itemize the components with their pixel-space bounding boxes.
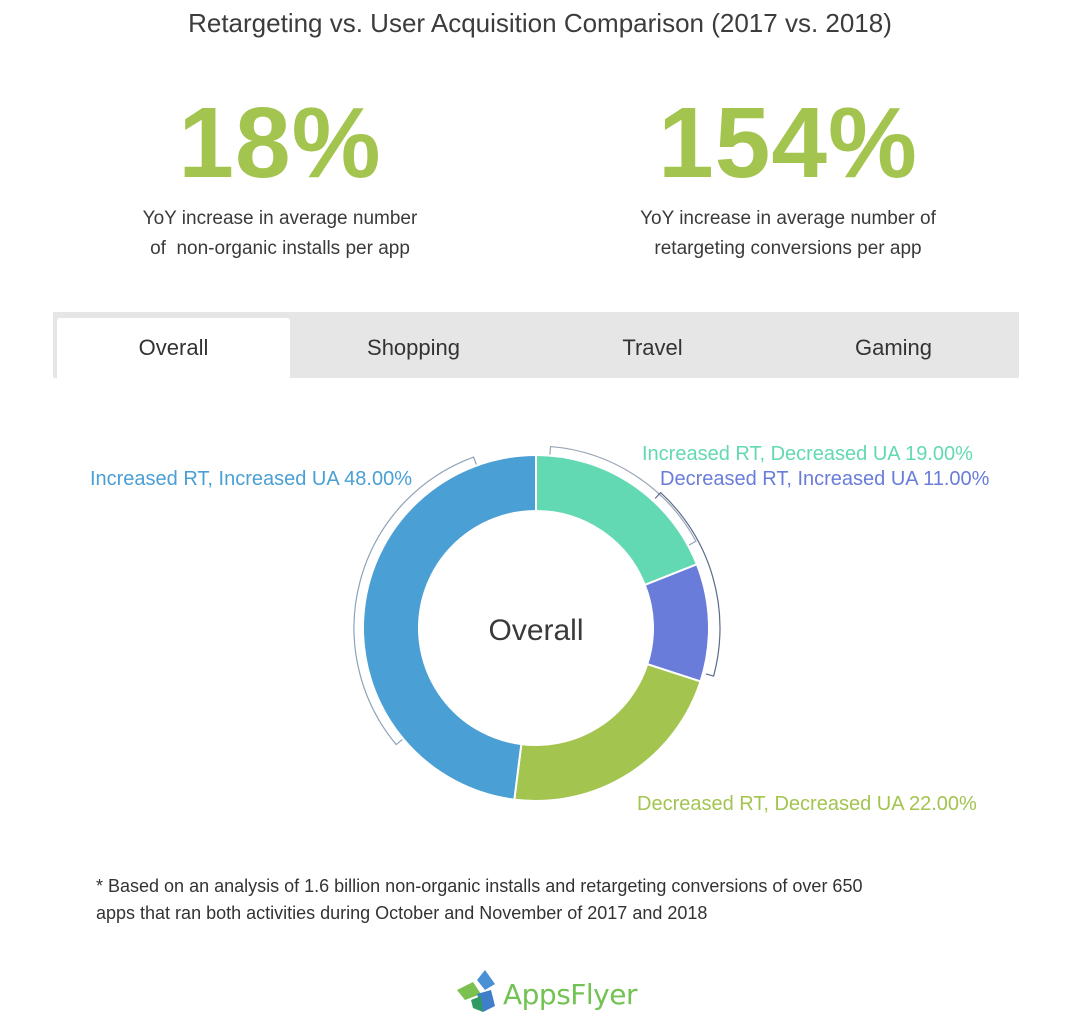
stat-value: 18% (178, 87, 382, 199)
appsflyer-logo: AppsFlyer (455, 968, 637, 1014)
category-tabs: Overall Shopping Travel Gaming (53, 312, 1019, 378)
slice-label: Increased RT, Decreased UA 19.00% (642, 443, 973, 465)
donut-slice[interactable] (643, 563, 710, 683)
appsflyer-logo-icon (457, 970, 495, 1012)
donut-center-label: Overall (488, 614, 583, 647)
slice-label: Increased RT, Increased UA 48.00% (90, 468, 412, 490)
tab-gaming[interactable]: Gaming (855, 335, 933, 360)
footnote-line: * Based on an analysis of 1.6 billion no… (96, 876, 863, 896)
slice-label-leader (549, 445, 697, 546)
footnote-line: apps that ran both activities during Oct… (96, 903, 708, 923)
stat-desc-line: of non-organic installs per app (150, 238, 410, 259)
stat-installs: 18% YoY increase in average number of no… (60, 88, 500, 264)
donut-slice[interactable] (513, 662, 702, 802)
footnote: * Based on an analysis of 1.6 billion no… (96, 873, 996, 927)
tab-shopping[interactable]: Shopping (367, 335, 460, 360)
slice-label: Decreased RT, Increased UA 11.00% (660, 468, 990, 490)
stat-description: YoY increase in average number of retarg… (568, 204, 1008, 264)
page-title: Retargeting vs. User Acquisition Compari… (188, 8, 892, 38)
slice-label: Decreased RT, Decreased UA 22.00% (637, 793, 977, 815)
donut-slice[interactable] (361, 453, 537, 801)
logo-wordmark: AppsFlyer (503, 978, 637, 1011)
slice-label-leader (353, 456, 477, 746)
tab-travel[interactable]: Travel (622, 335, 683, 360)
stat-desc-line: YoY increase in average number (142, 208, 418, 229)
stat-desc-line: YoY increase in average number of (640, 208, 936, 229)
donut-chart: Increased RT, Decreased UA 19.00% Decreas… (90, 443, 990, 815)
tab-overall[interactable]: Overall (57, 318, 291, 378)
stat-retargeting: 154% YoY increase in average number of r… (568, 88, 1008, 264)
slice-label-leader (654, 491, 721, 677)
stat-desc-line: retargeting conversions per app (654, 238, 922, 259)
stat-value: 154% (658, 87, 918, 199)
stat-description: YoY increase in average number of non-or… (60, 204, 500, 264)
